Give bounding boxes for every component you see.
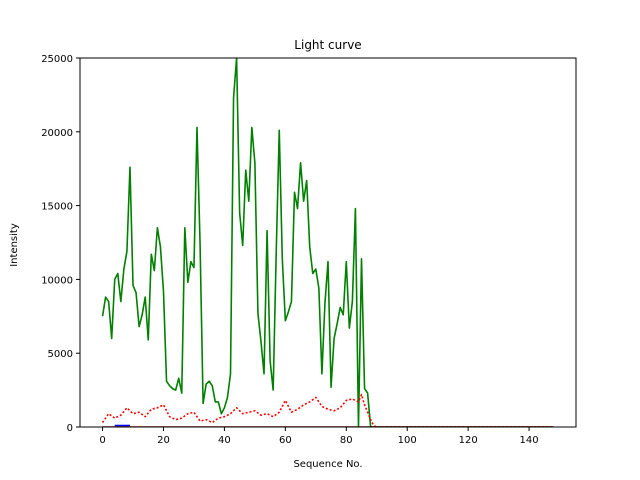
y-tick-label: 20000 [41, 128, 73, 139]
series-line-0 [101, 58, 554, 427]
x-tick-label: 60 [279, 435, 292, 446]
y-axis-label: Intensity [9, 223, 20, 267]
x-tick-label: 140 [520, 435, 539, 446]
plot-area [101, 58, 554, 427]
axes: 0 20 40 60 80 100 120 140 0 5000 10000 15000 20000 25… [41, 54, 577, 446]
x-tick-label: 40 [218, 435, 231, 446]
x-tick-label: 80 [340, 435, 353, 446]
x-tick-label: 100 [398, 435, 417, 446]
x-tick-label: 20 [157, 435, 170, 446]
y-tick-label: 15000 [41, 202, 73, 213]
y-tick-label: 0 [67, 423, 73, 434]
series-line-1 [101, 393, 554, 427]
x-axis-label: Sequence No. [293, 459, 362, 470]
y-tick-label: 5000 [48, 349, 73, 360]
y-tick-label: 25000 [41, 54, 73, 65]
axes-frame [79, 57, 577, 428]
x-tick-label: 0 [99, 435, 105, 446]
chart-title: Light curve [294, 38, 361, 52]
x-tick-label: 120 [459, 435, 478, 446]
y-tick-label: 10000 [41, 275, 73, 286]
